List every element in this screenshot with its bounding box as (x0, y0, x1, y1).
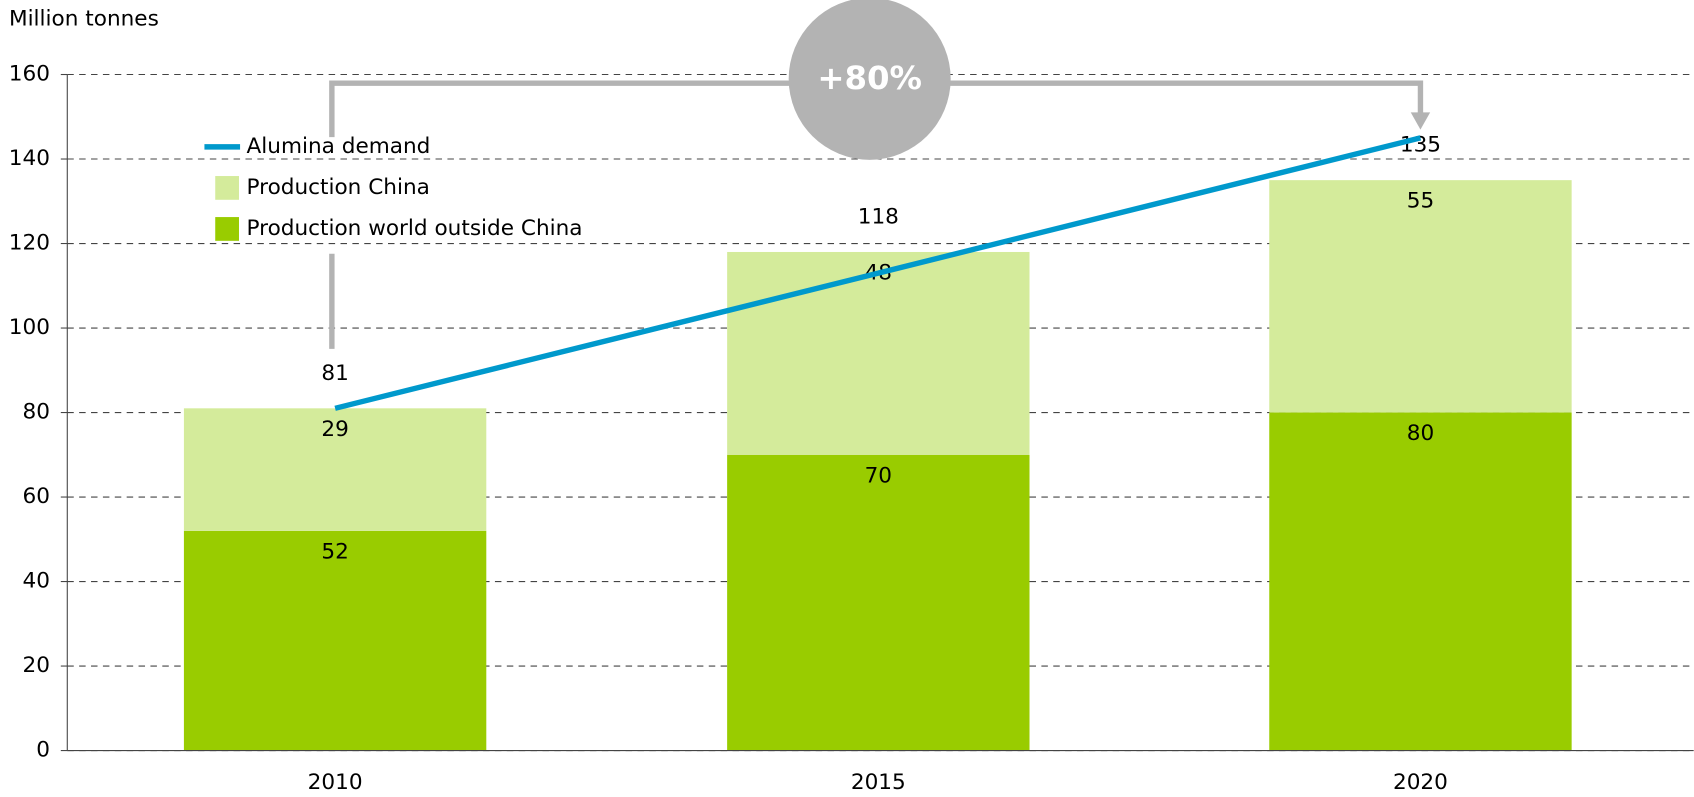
demand-line (334, 135, 1422, 411)
legend-swatch (215, 176, 239, 200)
y-tick-label: 120 (9, 231, 50, 256)
bar-segment (727, 251, 1030, 455)
bar-segment (183, 530, 487, 751)
x-tick-label: 2010 (308, 770, 363, 795)
bar-value-label: 52 (321, 539, 348, 564)
y-tick-label: 140 (9, 146, 50, 171)
bar-value-label: 70 (865, 463, 892, 488)
y-tick-label: 160 (9, 62, 50, 87)
bar-segment (183, 408, 487, 531)
total-label: 118 (858, 204, 899, 229)
bar-value-label: 55 (1407, 189, 1434, 214)
bar-value-label: 80 (1407, 421, 1434, 446)
legend-label: Production China (247, 175, 430, 200)
total-label: 135 (1400, 133, 1441, 158)
bar-segment (1269, 180, 1572, 413)
bar-segment (727, 454, 1030, 751)
total-label: 81 (321, 361, 348, 386)
bar-segment (1269, 412, 1572, 751)
x-tick-label: 2020 (1393, 770, 1448, 795)
legend-label: Production world outside China (247, 216, 583, 241)
y-tick-label: 40 (23, 569, 50, 594)
legend-label: Alumina demand (247, 134, 431, 159)
y-tick-label: 100 (9, 315, 50, 340)
annotation-text: +80% (817, 59, 922, 97)
y-tick-label: 20 (23, 653, 50, 678)
y-tick-label: 80 (23, 400, 50, 425)
bar-value-label: 29 (321, 417, 348, 442)
bracket-arrow (1410, 112, 1431, 130)
annotation-circle (788, 0, 951, 160)
x-tick-label: 2015 (851, 770, 906, 795)
y-tick-label: 60 (23, 484, 50, 509)
y-axis-label: Million tonnes (9, 6, 159, 31)
y-tick-label: 0 (36, 738, 50, 763)
legend-swatch (215, 217, 239, 241)
